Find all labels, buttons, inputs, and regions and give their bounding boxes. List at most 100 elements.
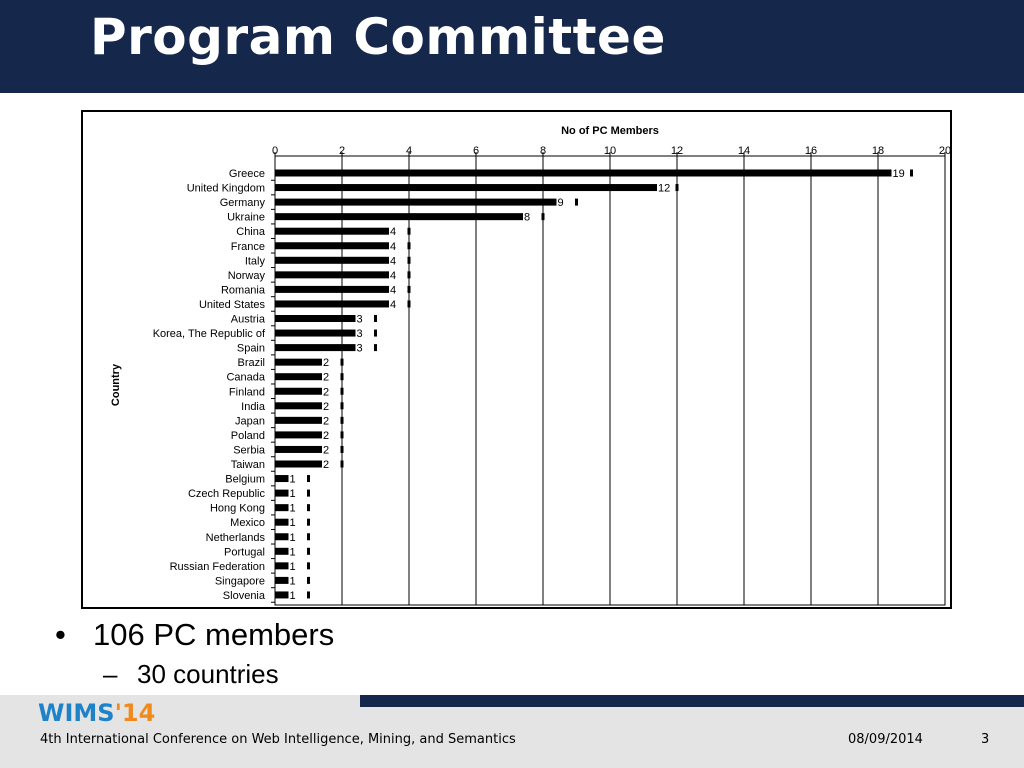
y-tick-label: Serbia — [233, 444, 266, 456]
bar-end-marker — [307, 475, 310, 483]
conference-logo: WIMS'14 — [38, 699, 155, 727]
bar — [275, 504, 289, 512]
data-label: 4 — [390, 241, 396, 253]
bar — [275, 184, 657, 192]
bar — [275, 460, 322, 468]
data-label: 1 — [290, 474, 296, 486]
bar — [275, 358, 322, 366]
bar — [275, 315, 356, 322]
bar — [275, 416, 322, 424]
y-tick-label: Japan — [235, 415, 265, 427]
bar-end-marker — [675, 184, 679, 192]
data-label: 3 — [357, 328, 363, 340]
chart-frame: 0 2 4 6 8 10 12 14 16 18 20 No of PC Members Country… — [81, 110, 952, 609]
bar — [275, 271, 389, 279]
y-tick-label: Italy — [245, 255, 266, 267]
bar-end-marker — [307, 504, 310, 512]
footer-navy-strip — [360, 695, 1024, 707]
x-tick-label: 4 — [406, 145, 412, 157]
bar-end-marker — [575, 198, 578, 206]
bullet-item: • 106 PC members — [55, 617, 455, 653]
y-tick-label: Austria — [231, 314, 266, 326]
bar-end-marker — [307, 518, 310, 526]
y-tick-label: Hong Kong — [210, 503, 265, 515]
plot-area — [274, 155, 946, 606]
y-tick-label: Germany — [220, 197, 266, 209]
data-label: 9 — [558, 197, 564, 209]
bar-end-marker — [307, 591, 310, 599]
data-label: 3 — [357, 343, 363, 355]
bar — [275, 198, 557, 206]
x-tick-label: 18 — [872, 145, 884, 157]
chart-title: No of PC Members — [561, 125, 659, 137]
bar-end-marker — [340, 387, 344, 395]
y-tick-label: China — [236, 226, 266, 238]
bar — [275, 431, 322, 439]
bar — [275, 300, 389, 308]
slide-title: Program Committee — [90, 8, 666, 66]
x-tick-label: 6 — [473, 145, 479, 157]
data-label: 19 — [893, 168, 905, 180]
bar-end-marker — [374, 329, 377, 337]
y-tick-label: Korea, The Republic of — [153, 328, 266, 340]
bar — [275, 285, 389, 293]
sub-bullet-text: 30 countries — [137, 659, 279, 689]
data-label: 4 — [390, 299, 396, 311]
y-tick-label: Portugal — [224, 546, 265, 558]
bar-end-marker — [340, 460, 344, 468]
bar — [275, 344, 356, 352]
x-tick-label: 14 — [738, 145, 750, 157]
footer-page-number: 3 — [981, 732, 990, 747]
x-tick-label: 10 — [604, 145, 616, 157]
y-tick-label: Slovenia — [223, 590, 266, 602]
data-label: 1 — [290, 517, 296, 529]
bar-end-marker — [307, 489, 310, 497]
bullet-text: 106 PC members — [93, 617, 335, 652]
data-label: 2 — [323, 415, 329, 427]
x-tick-label: 12 — [671, 145, 683, 157]
bar — [275, 576, 289, 584]
bar-end-marker — [407, 285, 411, 293]
y-tick-label: Canada — [226, 372, 265, 384]
bar — [275, 227, 389, 235]
y-tick-label: Belgium — [225, 474, 265, 486]
y-tick-label: Romania — [221, 284, 266, 296]
bar-end-marker — [340, 416, 344, 424]
bar — [275, 373, 322, 381]
data-label: 1 — [290, 561, 296, 573]
bar-end-marker — [407, 271, 411, 279]
footer: WIMS'14 4th International Conference on … — [0, 695, 1024, 768]
bar — [275, 562, 289, 570]
bar — [275, 591, 289, 599]
data-label: 1 — [290, 503, 296, 515]
bar-end-marker — [340, 402, 344, 410]
data-label: 1 — [290, 546, 296, 558]
bar — [275, 533, 289, 541]
bar — [275, 547, 289, 555]
y-tick-label: Norway — [228, 270, 266, 282]
data-label: 4 — [390, 226, 396, 238]
y-tick-label: Spain — [237, 343, 265, 355]
y-tick-label: Russian Federation — [170, 561, 265, 573]
data-label: 2 — [323, 430, 329, 442]
bar-end-marker — [340, 373, 344, 381]
bar — [275, 242, 389, 250]
x-tick-label: 2 — [339, 145, 345, 157]
y-tick-label: France — [231, 241, 265, 253]
title-bar: Program Committee — [0, 0, 1024, 93]
y-tick-label: Czech Republic — [188, 488, 266, 500]
y-tick-label: Poland — [231, 430, 265, 442]
y-tick-label: Netherlands — [206, 532, 266, 544]
data-label: 2 — [323, 444, 329, 456]
footer-date: 08/09/2014 — [848, 732, 923, 747]
y-tick-label: United Kingdom — [187, 183, 265, 195]
bar-end-marker — [340, 431, 344, 439]
bar — [275, 329, 356, 337]
x-tick-label: 20 — [939, 145, 950, 157]
data-label: 1 — [290, 488, 296, 500]
data-label: 2 — [323, 386, 329, 398]
x-tick-label: 0 — [272, 145, 278, 157]
data-label: 1 — [290, 532, 296, 544]
bar-end-marker — [307, 562, 310, 570]
bar-end-marker — [407, 300, 411, 308]
